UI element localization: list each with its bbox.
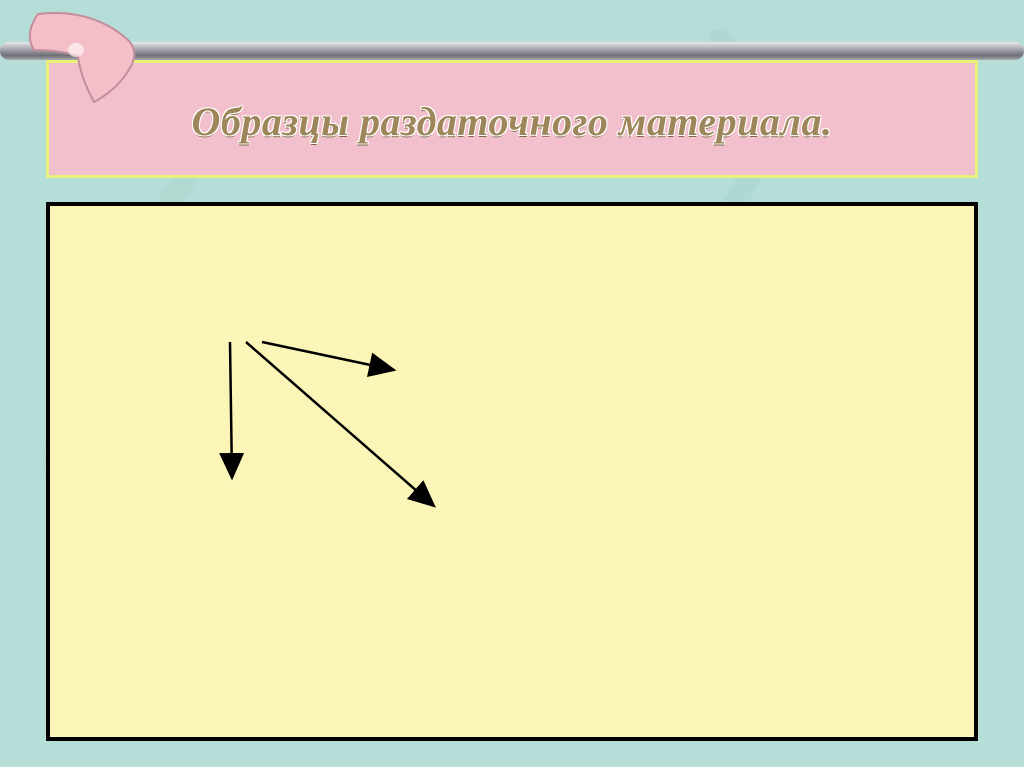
- slide-title: Образцы раздаточного материала.: [0, 98, 1024, 145]
- metal-bar: [0, 42, 1024, 60]
- boomerang-icon: [20, 6, 140, 106]
- diagram-panel: [46, 202, 978, 741]
